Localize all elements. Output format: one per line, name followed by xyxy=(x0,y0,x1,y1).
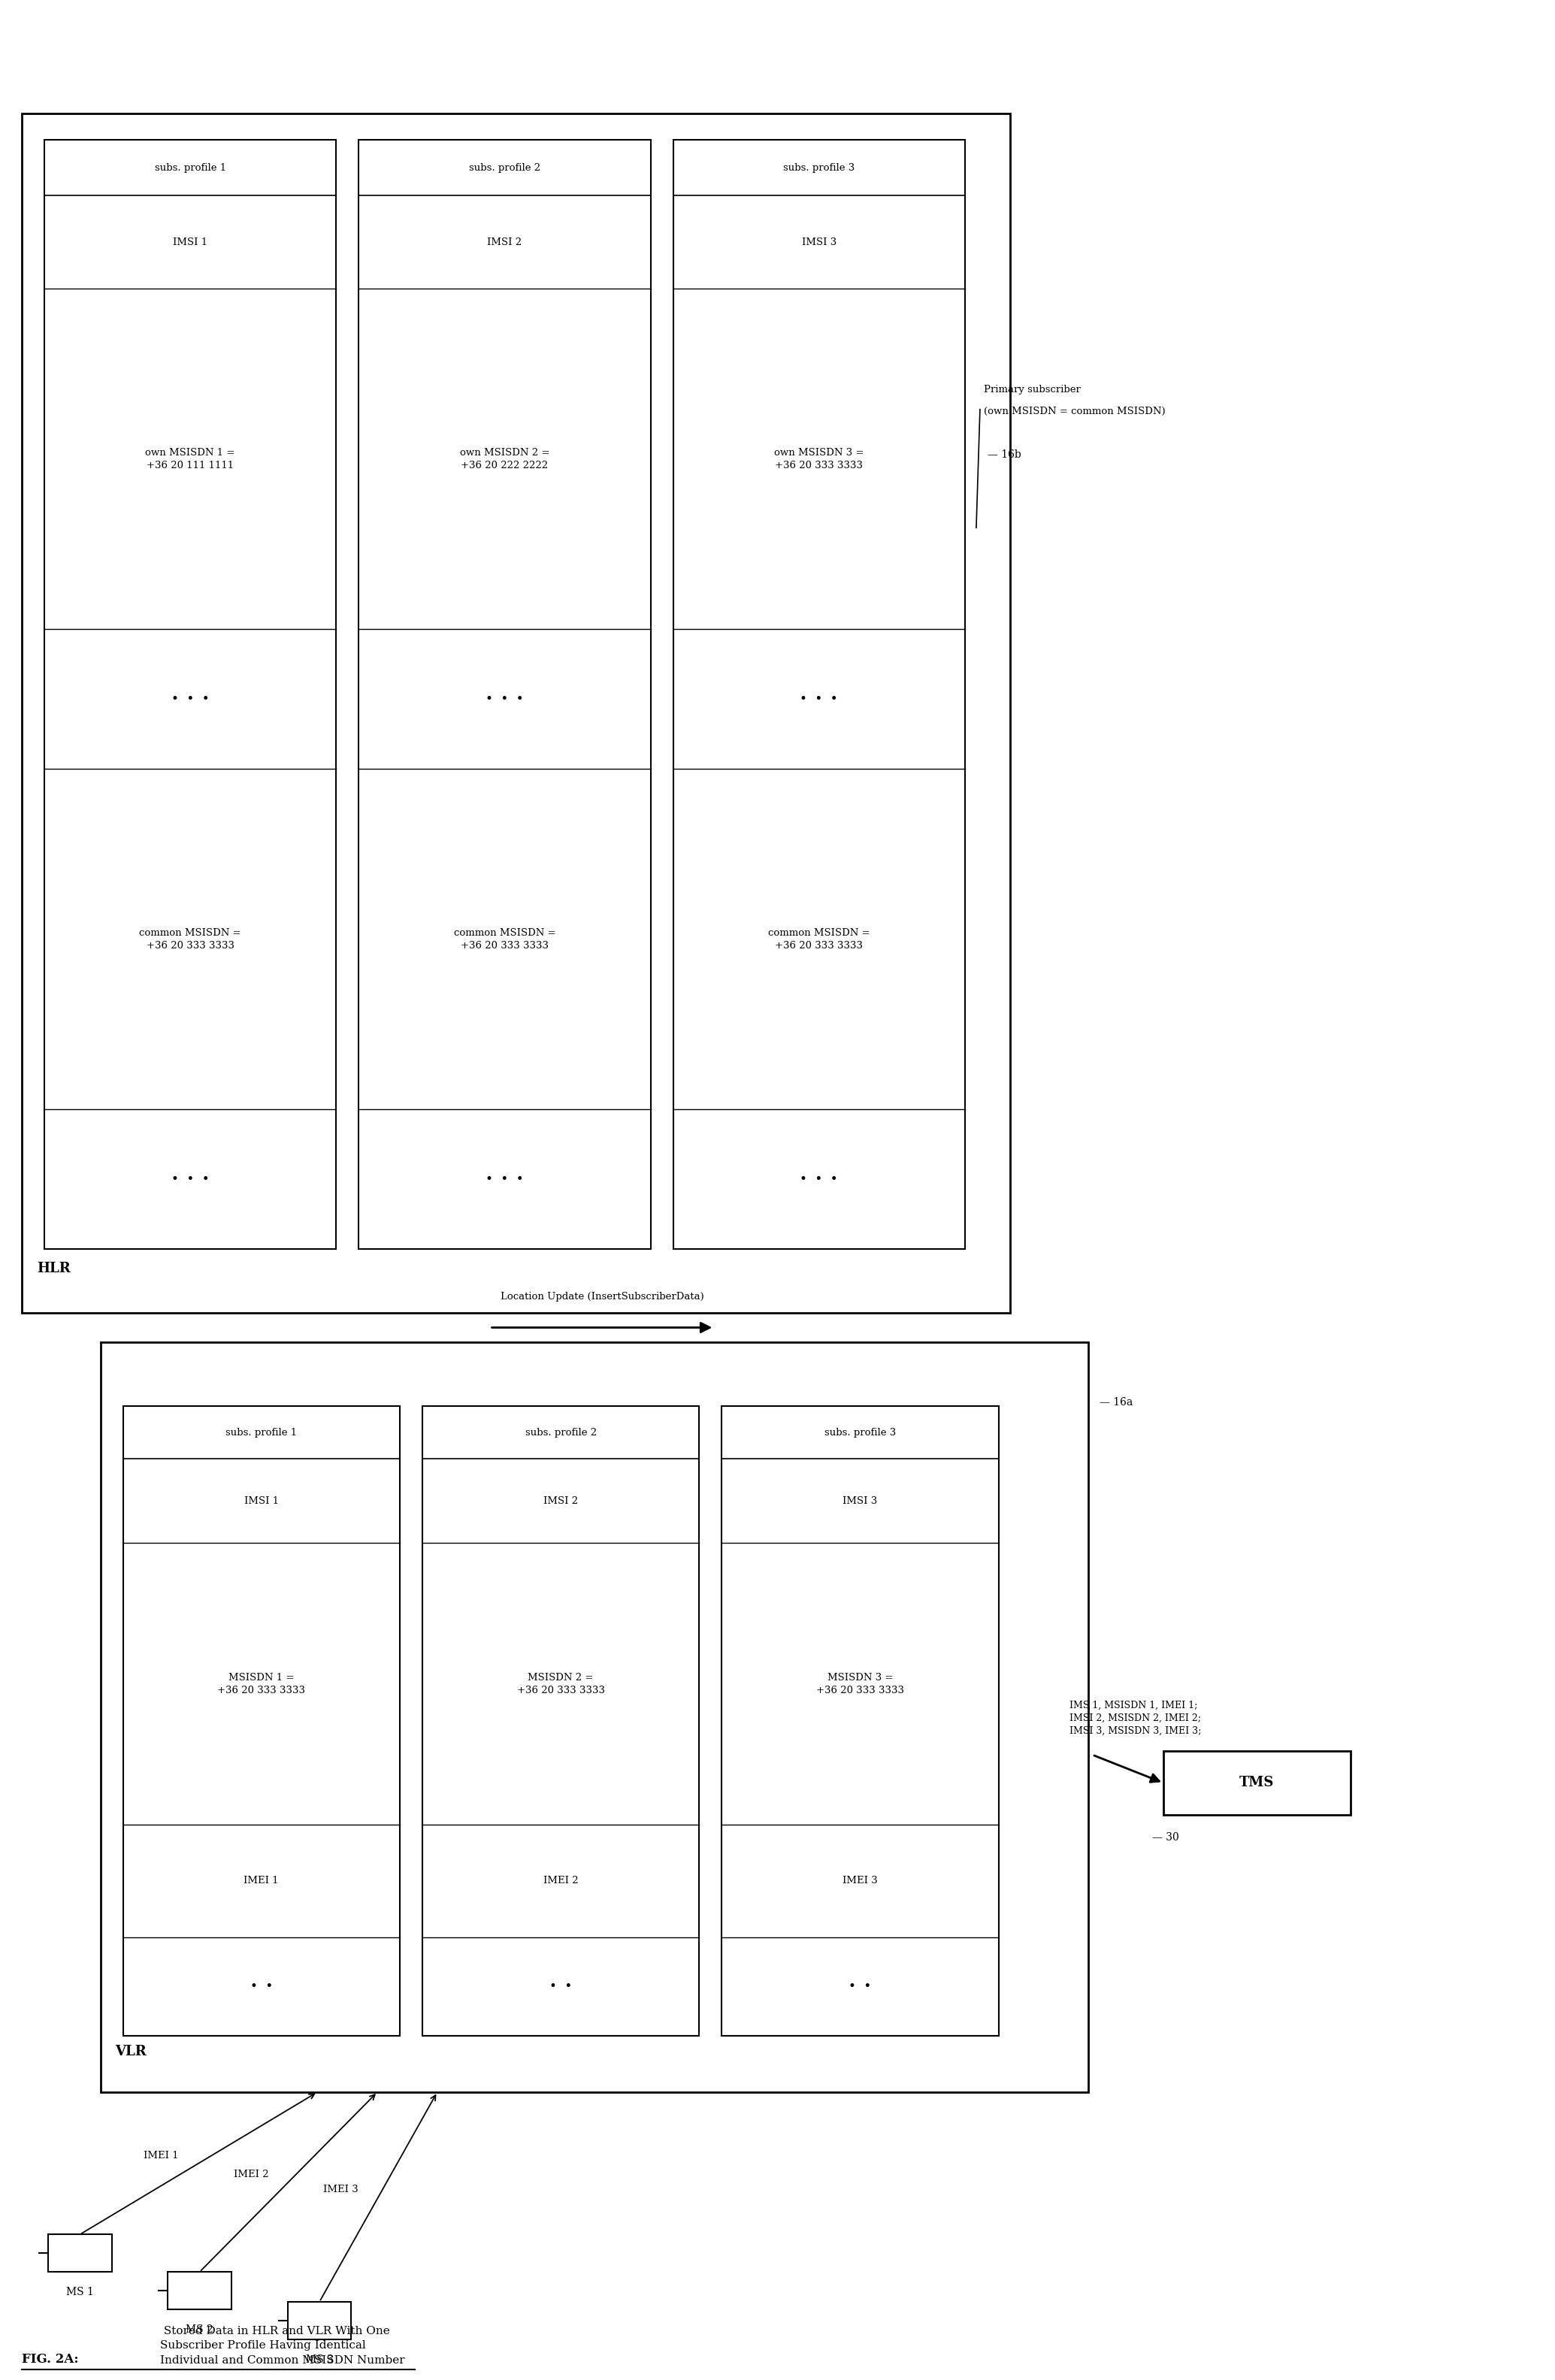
Text: IMSI 3: IMSI 3 xyxy=(802,238,837,248)
Text: subs. profile 3: subs. profile 3 xyxy=(824,1428,896,1438)
Text: •  •  •: • • • xyxy=(485,693,524,704)
Text: IMSI 1: IMSI 1 xyxy=(244,1497,278,1507)
Text: common MSISDN =
+36 20 333 3333: common MSISDN = +36 20 333 3333 xyxy=(454,928,555,950)
Text: IMSI 2: IMSI 2 xyxy=(543,1497,578,1507)
Text: FIG. 2A:: FIG. 2A: xyxy=(22,2354,79,2366)
Bar xyxy=(722,1407,998,2035)
Bar xyxy=(673,140,966,1250)
Text: •  •: • • xyxy=(849,1980,872,1992)
Text: — 16a: — 16a xyxy=(1099,1397,1134,1407)
Text: (own MSISDN = common MSISDN): (own MSISDN = common MSISDN) xyxy=(984,395,1165,416)
Text: common MSISDN =
+36 20 333 3333: common MSISDN = +36 20 333 3333 xyxy=(768,928,869,950)
Text: — 30: — 30 xyxy=(1152,1833,1179,1842)
Text: IMEI 2: IMEI 2 xyxy=(233,2171,269,2180)
Text: •  •  •: • • • xyxy=(171,1173,210,1185)
Text: IMSI 1: IMSI 1 xyxy=(173,238,208,248)
Text: MS 2: MS 2 xyxy=(185,2325,213,2335)
Text: Primary subscriber: Primary subscriber xyxy=(984,386,1081,395)
Text: •  •  •: • • • xyxy=(799,693,838,704)
Text: MS 1: MS 1 xyxy=(65,2287,93,2297)
Text: TMS: TMS xyxy=(1239,1775,1275,1790)
Text: •  •  •: • • • xyxy=(485,1173,524,1185)
Bar xyxy=(1163,1752,1350,1814)
Text: MSISDN 2 =
+36 20 333 3333: MSISDN 2 = +36 20 333 3333 xyxy=(516,1673,605,1695)
Text: HLR: HLR xyxy=(37,1261,70,1276)
Bar xyxy=(22,114,1009,1311)
Text: subs. profile 3: subs. profile 3 xyxy=(784,162,855,171)
Bar xyxy=(123,1407,400,2035)
Text: IMEI 3: IMEI 3 xyxy=(323,2185,359,2194)
Bar xyxy=(44,140,336,1250)
Text: own MSISDN 1 =
+36 20 111 1111: own MSISDN 1 = +36 20 111 1111 xyxy=(146,447,235,471)
Text: IMSI 3: IMSI 3 xyxy=(843,1497,877,1507)
Text: own MSISDN 2 =
+36 20 222 2222: own MSISDN 2 = +36 20 222 2222 xyxy=(460,447,549,471)
Text: VLR: VLR xyxy=(115,2044,146,2059)
Text: Stored Data in HLR and VLR With One
Subscriber Profile Having Identical
Individu: Stored Data in HLR and VLR With One Subs… xyxy=(160,2325,404,2366)
Text: subs. profile 1: subs. profile 1 xyxy=(225,1428,297,1438)
Text: IMS 1, MSISDN 1, IMEI 1;
IMSI 2, MSISDN 2, IMEI 2;
IMSI 3, MSISDN 3, IMEI 3;: IMS 1, MSISDN 1, IMEI 1; IMSI 2, MSISDN … xyxy=(1070,1702,1202,1735)
Text: common MSISDN =
+36 20 333 3333: common MSISDN = +36 20 333 3333 xyxy=(140,928,241,950)
Bar xyxy=(359,140,650,1250)
Text: subs. profile 1: subs. profile 1 xyxy=(154,162,225,171)
Text: IMSI 2: IMSI 2 xyxy=(487,238,522,248)
Bar xyxy=(288,2301,351,2340)
Text: MSISDN 1 =
+36 20 333 3333: MSISDN 1 = +36 20 333 3333 xyxy=(218,1673,305,1695)
Text: •  •  •: • • • xyxy=(799,1173,838,1185)
Bar xyxy=(168,2273,232,2309)
Text: IMEI 3: IMEI 3 xyxy=(843,1875,877,1885)
Text: IMEI 2: IMEI 2 xyxy=(543,1875,578,1885)
Bar xyxy=(101,1342,1089,2092)
Text: Location Update (InsertSubscriberData): Location Update (InsertSubscriberData) xyxy=(501,1292,704,1302)
Text: subs. profile 2: subs. profile 2 xyxy=(470,162,541,171)
Text: subs. profile 2: subs. profile 2 xyxy=(526,1428,597,1438)
Text: •  •: • • xyxy=(549,1980,572,1992)
Text: •  •  •: • • • xyxy=(171,693,210,704)
Text: MSISDN 3 =
+36 20 333 3333: MSISDN 3 = +36 20 333 3333 xyxy=(816,1673,903,1695)
Text: own MSISDN 3 =
+36 20 333 3333: own MSISDN 3 = +36 20 333 3333 xyxy=(774,447,865,471)
Text: IMEI 1: IMEI 1 xyxy=(244,1875,278,1885)
Text: •  •: • • xyxy=(250,1980,272,1992)
Bar xyxy=(423,1407,700,2035)
Text: MS 3: MS 3 xyxy=(306,2354,333,2366)
Bar xyxy=(48,2235,112,2273)
Text: IMEI 1: IMEI 1 xyxy=(143,2152,179,2161)
Text: — 16b: — 16b xyxy=(987,450,1022,459)
